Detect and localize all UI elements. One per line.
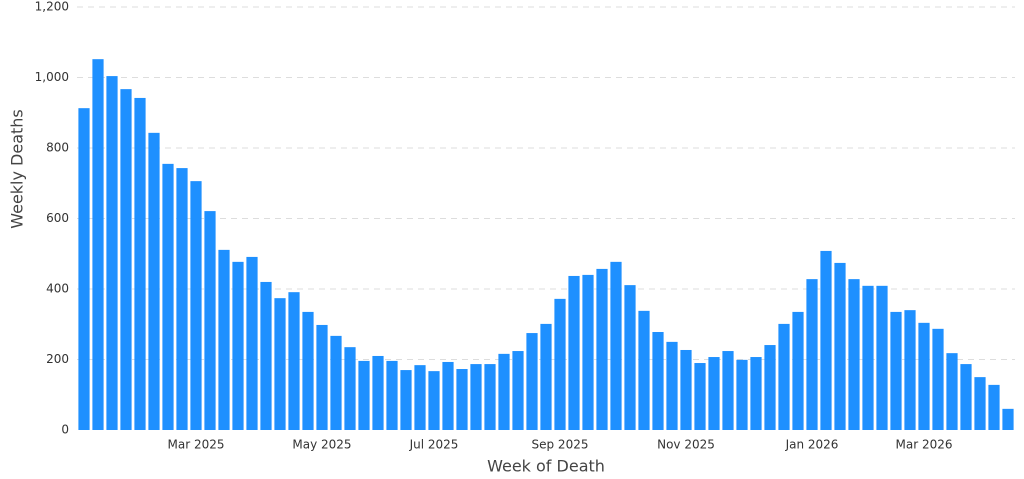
- bar: [946, 353, 958, 430]
- bar: [764, 345, 776, 430]
- x-axis-title: Week of Death: [487, 457, 605, 476]
- bar: [232, 261, 244, 430]
- bar: [246, 256, 258, 430]
- bar: [904, 310, 916, 430]
- bar: [484, 364, 496, 430]
- x-tick-label: Jan 2026: [785, 438, 839, 452]
- bar: [344, 347, 356, 430]
- bar: [778, 323, 790, 430]
- bar: [512, 351, 524, 430]
- bar: [988, 384, 1000, 430]
- bar: [218, 249, 230, 430]
- bar: [666, 341, 678, 430]
- bar: [624, 285, 636, 430]
- x-tick-label: Jul 2025: [409, 438, 459, 452]
- bar: [694, 363, 706, 430]
- bar: [400, 370, 412, 430]
- y-tick-label: 1,200: [35, 0, 69, 14]
- bar: [526, 333, 538, 430]
- bar: [750, 357, 762, 430]
- bar: [428, 371, 440, 430]
- bar: [932, 328, 944, 430]
- bar: [78, 108, 90, 430]
- bar: [974, 377, 986, 430]
- bar: [274, 298, 286, 430]
- bar: [92, 59, 104, 431]
- bar: [288, 292, 300, 430]
- bar: [260, 281, 272, 430]
- y-tick-label: 800: [46, 141, 69, 155]
- bar: [176, 168, 188, 430]
- bar: [372, 355, 384, 430]
- bar: [470, 364, 482, 430]
- bar: [792, 311, 804, 430]
- bar: [736, 359, 748, 430]
- bar: [162, 163, 174, 431]
- bar: [680, 349, 692, 430]
- bar: [204, 211, 216, 430]
- bar: [414, 365, 426, 430]
- bar: [806, 279, 818, 430]
- bar: [596, 268, 608, 430]
- bar: [1002, 408, 1014, 430]
- x-tick-label: Mar 2026: [896, 438, 953, 452]
- y-tick-label: 400: [46, 282, 69, 296]
- bar: [554, 298, 566, 430]
- bar: [330, 335, 342, 430]
- y-tick-label: 0: [61, 423, 69, 437]
- y-tick-label: 200: [46, 352, 69, 366]
- bar: [582, 274, 594, 430]
- bar: [610, 261, 622, 430]
- x-tick-label: Sep 2025: [532, 438, 589, 452]
- bar: [120, 89, 132, 430]
- bar: [834, 262, 846, 430]
- bar: [190, 181, 202, 430]
- bar: [456, 369, 468, 430]
- y-tick-label: 1,000: [35, 70, 69, 84]
- y-axis-title: Weekly Deaths: [8, 109, 27, 229]
- bar: [316, 324, 328, 430]
- bar: [568, 275, 580, 430]
- bar: [106, 76, 118, 430]
- bar: [890, 311, 902, 430]
- bar: [148, 132, 160, 430]
- x-tick-label: Nov 2025: [657, 438, 715, 452]
- bar: [652, 332, 664, 430]
- bar: [708, 357, 720, 430]
- bar: [848, 279, 860, 430]
- bar: [358, 360, 370, 430]
- x-tick-label: Mar 2025: [168, 438, 225, 452]
- bar: [960, 364, 972, 430]
- bar: [540, 323, 552, 430]
- y-tick-label: 600: [46, 211, 69, 225]
- bar: [498, 353, 510, 430]
- bar: [722, 351, 734, 430]
- bar: [918, 322, 930, 430]
- bar: [876, 285, 888, 430]
- bar: [302, 311, 314, 430]
- bar: [442, 361, 454, 430]
- bar: [386, 360, 398, 430]
- bar: [134, 97, 146, 430]
- bar: [820, 250, 832, 430]
- bar: [862, 285, 874, 430]
- bar: [638, 310, 650, 430]
- x-tick-label: May 2025: [292, 438, 351, 452]
